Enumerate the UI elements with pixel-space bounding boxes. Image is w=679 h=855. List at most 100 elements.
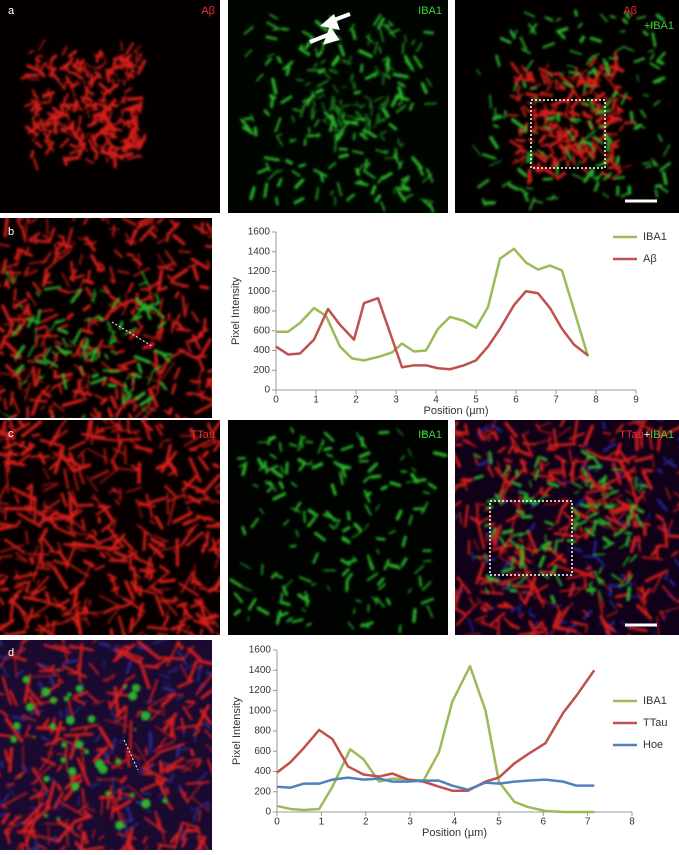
fiber bbox=[61, 711, 62, 716]
fiber bbox=[38, 56, 43, 57]
fiber bbox=[532, 636, 548, 642]
fiber bbox=[115, 540, 120, 542]
fiber bbox=[127, 254, 133, 255]
fiber bbox=[217, 633, 227, 652]
fiber bbox=[626, 533, 631, 534]
x-axis-title: Position (µm) bbox=[422, 827, 487, 839]
spot bbox=[132, 684, 140, 692]
fiber bbox=[383, 77, 384, 85]
fiber bbox=[519, 492, 527, 493]
fiber bbox=[527, 94, 537, 96]
fiber bbox=[594, 521, 596, 531]
fiber bbox=[287, 66, 289, 74]
fiber bbox=[219, 788, 229, 810]
x-tick-label: 1 bbox=[319, 817, 325, 828]
y-tick-label: 0 bbox=[264, 385, 270, 396]
fiber bbox=[451, 449, 452, 459]
spot bbox=[105, 791, 111, 797]
fiber bbox=[215, 723, 230, 726]
fiber bbox=[488, 576, 491, 580]
fiber bbox=[551, 444, 575, 446]
fiber bbox=[377, 115, 378, 121]
legend-label: Aβ bbox=[643, 253, 657, 265]
fiber bbox=[258, 442, 270, 443]
fiber bbox=[201, 287, 207, 288]
fiber bbox=[594, 541, 595, 554]
spot bbox=[88, 715, 96, 723]
fiber bbox=[336, 134, 341, 135]
spot bbox=[84, 749, 89, 754]
fiber bbox=[139, 140, 140, 149]
fiber bbox=[449, 549, 454, 552]
fiber bbox=[475, 504, 485, 505]
fiber bbox=[66, 761, 67, 771]
fiber bbox=[543, 600, 544, 608]
spot bbox=[76, 685, 83, 692]
fiber bbox=[657, 546, 658, 557]
fiber bbox=[541, 145, 546, 146]
fiber bbox=[388, 60, 389, 71]
fiber bbox=[222, 590, 228, 607]
fiber bbox=[523, 444, 536, 445]
fiber bbox=[262, 564, 263, 574]
fiber bbox=[203, 545, 205, 552]
fiber bbox=[541, 488, 542, 492]
fiber bbox=[79, 824, 81, 828]
fiber bbox=[280, 483, 282, 488]
fiber bbox=[591, 486, 610, 488]
fiber bbox=[574, 523, 577, 529]
fiber bbox=[172, 320, 173, 333]
fiber bbox=[625, 122, 635, 123]
fiber bbox=[84, 834, 86, 842]
fiber bbox=[109, 385, 115, 386]
fiber bbox=[74, 465, 75, 472]
y-tick-label: 1400 bbox=[249, 665, 272, 676]
fiber bbox=[211, 391, 218, 403]
fiber bbox=[167, 493, 168, 514]
x-tick-label: 2 bbox=[363, 817, 369, 828]
fiber bbox=[216, 726, 224, 729]
fiber bbox=[552, 597, 554, 603]
fiber bbox=[204, 452, 207, 456]
fiber bbox=[177, 697, 182, 698]
fiber bbox=[130, 721, 131, 750]
fiber bbox=[499, 606, 508, 607]
fiber bbox=[215, 687, 227, 703]
fiber bbox=[243, 527, 245, 534]
spot bbox=[10, 736, 17, 743]
fiber bbox=[611, 16, 616, 17]
spot bbox=[44, 813, 48, 817]
fiber bbox=[362, 438, 363, 445]
fiber bbox=[111, 630, 112, 638]
fiber bbox=[10, 749, 12, 772]
x-tick-label: 9 bbox=[633, 395, 639, 406]
fiber bbox=[342, 114, 343, 120]
fiber bbox=[84, 281, 92, 283]
fiber bbox=[59, 124, 63, 125]
fiber bbox=[624, 20, 627, 23]
fiber bbox=[7, 280, 9, 287]
fiber bbox=[628, 516, 629, 526]
y-tick-label: 0 bbox=[265, 807, 271, 818]
legend-label: IBA1 bbox=[643, 231, 667, 243]
spot bbox=[71, 782, 80, 791]
fiber bbox=[587, 85, 592, 86]
fiber bbox=[69, 545, 93, 546]
fiber bbox=[517, 511, 523, 513]
fiber bbox=[83, 789, 84, 803]
fiber bbox=[664, 173, 666, 184]
fiber bbox=[37, 109, 41, 111]
fiber bbox=[278, 576, 282, 577]
y-tick-label: 1000 bbox=[249, 705, 272, 716]
micrograph bbox=[228, 0, 448, 213]
micrograph bbox=[0, 0, 220, 213]
fiber bbox=[669, 536, 679, 537]
fiber bbox=[573, 158, 574, 164]
fiber bbox=[163, 213, 169, 219]
fiber bbox=[104, 370, 119, 371]
fiber bbox=[628, 588, 629, 600]
fiber bbox=[585, 577, 586, 589]
legend-label: TTau bbox=[643, 717, 667, 729]
